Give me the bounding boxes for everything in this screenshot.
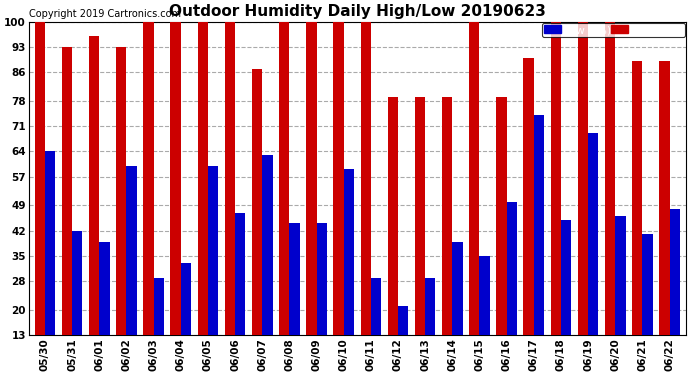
Bar <box>642 234 653 375</box>
Bar <box>371 278 381 375</box>
Bar <box>425 278 435 375</box>
Bar <box>524 58 534 375</box>
Bar <box>496 98 506 375</box>
Bar <box>344 170 354 375</box>
Bar <box>551 22 561 375</box>
Bar <box>279 22 289 375</box>
Bar <box>669 209 680 375</box>
Bar <box>659 62 669 375</box>
Legend: Low  (%), High  (%): Low (%), High (%) <box>542 23 684 37</box>
Bar <box>235 213 246 375</box>
Bar <box>388 98 398 375</box>
Bar <box>615 216 626 375</box>
Bar <box>144 22 154 375</box>
Bar <box>62 47 72 375</box>
Bar <box>534 116 544 375</box>
Bar <box>225 22 235 375</box>
Bar <box>197 22 208 375</box>
Bar <box>116 47 126 375</box>
Bar <box>170 22 181 375</box>
Bar <box>469 22 480 375</box>
Bar <box>262 155 273 375</box>
Bar <box>578 22 588 375</box>
Bar <box>45 152 55 375</box>
Bar <box>480 256 490 375</box>
Text: Copyright 2019 Cartronics.com: Copyright 2019 Cartronics.com <box>29 9 181 19</box>
Bar <box>306 22 317 375</box>
Bar <box>89 36 99 375</box>
Bar <box>317 224 327 375</box>
Bar <box>415 98 425 375</box>
Bar <box>34 22 45 375</box>
Bar <box>588 134 598 375</box>
Bar <box>398 306 408 375</box>
Bar <box>99 242 110 375</box>
Bar <box>289 224 299 375</box>
Bar <box>506 202 517 375</box>
Bar <box>181 263 191 375</box>
Bar <box>208 166 218 375</box>
Bar <box>126 166 137 375</box>
Bar <box>632 62 642 375</box>
Title: Outdoor Humidity Daily High/Low 20190623: Outdoor Humidity Daily High/Low 20190623 <box>169 4 546 19</box>
Bar <box>72 231 83 375</box>
Bar <box>252 69 262 375</box>
Bar <box>442 98 453 375</box>
Bar <box>561 220 571 375</box>
Bar <box>605 22 615 375</box>
Bar <box>154 278 164 375</box>
Bar <box>360 22 371 375</box>
Bar <box>453 242 462 375</box>
Bar <box>333 22 344 375</box>
